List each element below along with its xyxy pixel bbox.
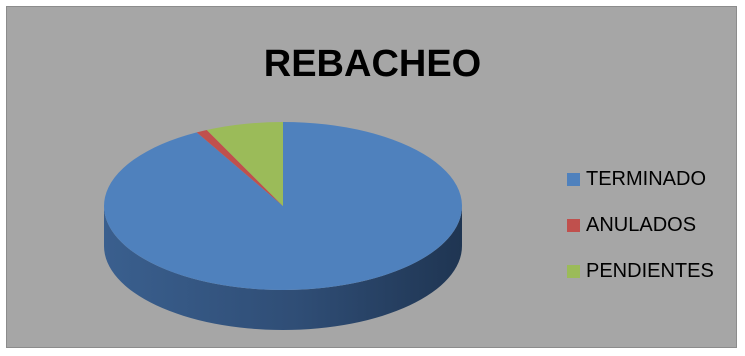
legend-swatch-terminado — [567, 173, 580, 186]
legend-label-terminado: TERMINADO — [586, 168, 706, 191]
chart-area: REBACHEO TERMINADO ANULADOS PENDIENTES — [6, 6, 737, 348]
legend-item-terminado: TERMINADO — [567, 167, 737, 191]
pie-top — [104, 122, 462, 290]
legend-swatch-anulados — [567, 219, 580, 232]
legend-item-pendientes: PENDIENTES — [567, 259, 737, 283]
legend-item-anulados: ANULADOS — [567, 213, 737, 237]
legend-label-pendientes: PENDIENTES — [586, 260, 714, 283]
legend-swatch-pendientes — [567, 265, 580, 278]
legend-label-anulados: ANULADOS — [586, 214, 696, 237]
legend: TERMINADO ANULADOS PENDIENTES — [567, 167, 737, 305]
